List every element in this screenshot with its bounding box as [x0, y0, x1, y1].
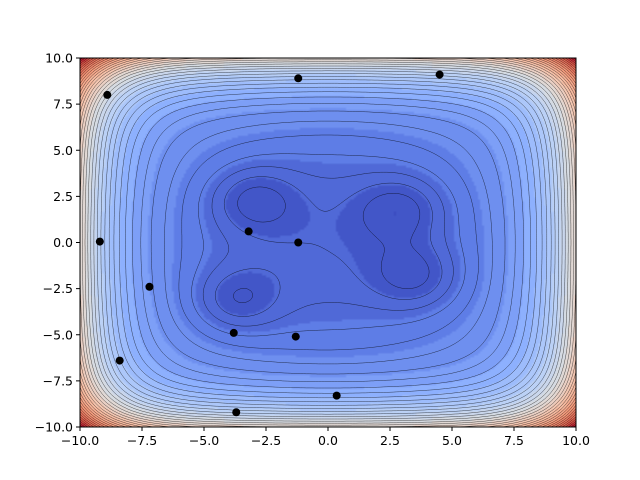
data-point	[332, 391, 341, 400]
contour-fill	[80, 58, 576, 427]
x-tick-label: −5.0	[189, 433, 219, 448]
y-tick-label: −5.0	[43, 327, 73, 342]
y-axis: −10.0 −7.5 −5.0 −2.5 0.0 2.5 5.0 7.5 10.0	[35, 51, 80, 435]
contour-line	[132, 96, 524, 389]
contour-line	[90, 65, 566, 420]
contour-line	[178, 134, 479, 351]
data-point	[294, 74, 303, 83]
contour-line	[80, 58, 576, 427]
contour-line	[82, 59, 574, 426]
x-tick-label: 7.5	[504, 433, 524, 448]
y-tick-label: 7.5	[53, 97, 73, 112]
x-tick-label: 2.5	[380, 433, 400, 448]
contour-lines	[80, 58, 576, 427]
contour-line	[80, 58, 576, 427]
data-point	[229, 328, 238, 337]
contour-line	[97, 70, 559, 415]
x-tick-label: −2.5	[251, 433, 281, 448]
contour-line	[191, 153, 466, 337]
data-point	[291, 332, 300, 341]
contour-line	[80, 58, 576, 427]
scatter-points	[95, 70, 444, 417]
y-tick-label: 0.0	[53, 235, 73, 250]
contour-line	[140, 103, 516, 382]
contour-line	[100, 73, 556, 412]
contour-line	[80, 58, 576, 427]
y-tick-label: 5.0	[53, 143, 73, 158]
y-tick-label: 2.5	[53, 189, 73, 204]
y-tick-label: 10.0	[45, 51, 73, 66]
x-tick-label: −10.0	[61, 433, 99, 448]
x-tick-label: −7.5	[127, 433, 157, 448]
contour-line	[233, 186, 430, 303]
plot-area	[80, 58, 576, 427]
data-point	[145, 282, 154, 291]
contour-line	[164, 120, 493, 365]
y-tick-label: −2.5	[43, 281, 73, 296]
data-point	[103, 90, 112, 99]
contour-line	[119, 86, 537, 399]
contour-line	[80, 58, 576, 427]
contour-line	[113, 82, 543, 403]
x-tick-label: 5.0	[442, 433, 462, 448]
contour-line	[108, 79, 548, 406]
contour-line	[80, 58, 576, 427]
y-tick-label: −7.5	[43, 373, 73, 388]
contour-line	[84, 61, 572, 424]
contour-line	[80, 58, 576, 427]
contour-line	[150, 110, 506, 375]
contour-line	[125, 91, 531, 394]
data-point	[95, 237, 104, 246]
x-tick-label: 10.0	[562, 433, 590, 448]
data-point	[232, 408, 241, 417]
contour-line	[80, 58, 576, 427]
contour-line	[80, 58, 576, 427]
data-point	[115, 356, 124, 365]
contour-line	[93, 68, 563, 417]
contour-line	[80, 58, 576, 427]
x-axis: −10.0 −7.5 −5.0 −2.5 0.0 2.5 5.0 7.5 10.0	[61, 427, 590, 448]
data-point	[435, 70, 444, 79]
contour-line	[80, 58, 576, 427]
contour-line	[80, 58, 576, 427]
x-tick-label: 0.0	[318, 433, 338, 448]
contour-line	[104, 76, 552, 409]
contour-line	[80, 58, 576, 427]
contour-line	[80, 58, 576, 427]
contour-line	[80, 58, 576, 427]
contour-line	[202, 166, 454, 327]
y-tick-label: −10.0	[35, 420, 73, 435]
contour-line	[80, 58, 576, 427]
contour-line	[87, 63, 569, 422]
contour-line	[80, 58, 576, 427]
data-point	[294, 238, 303, 247]
contour-line	[214, 176, 443, 317]
contour-line	[80, 58, 576, 427]
data-point	[244, 227, 253, 236]
